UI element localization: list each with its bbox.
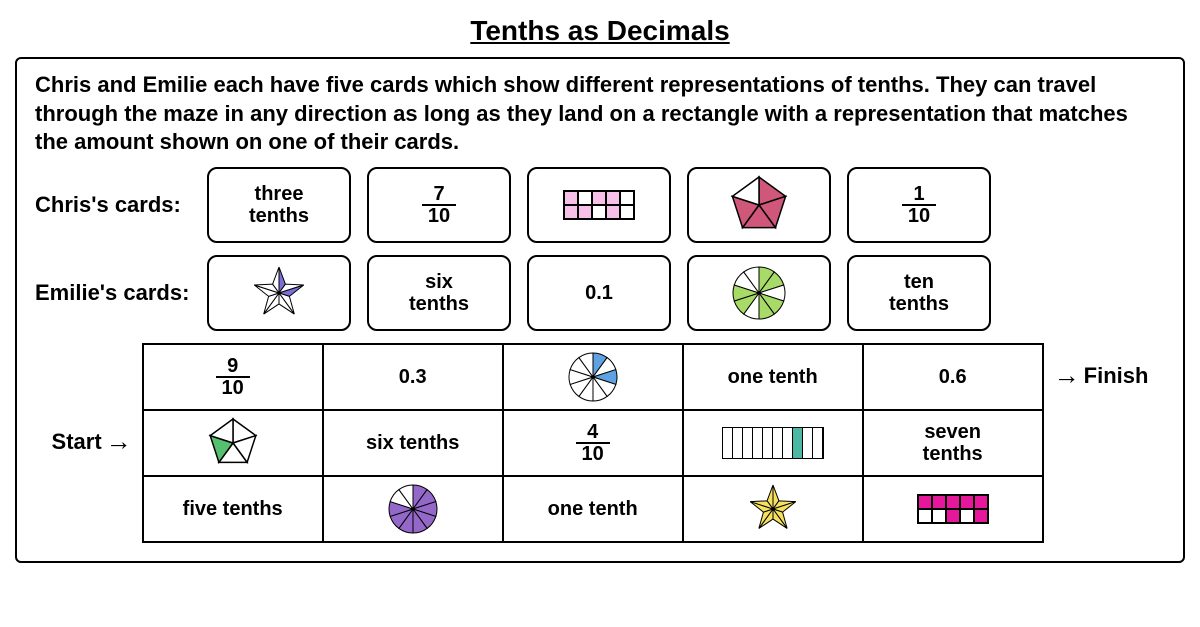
fraction: 410 xyxy=(576,422,610,464)
start-label: Start→ xyxy=(52,409,136,475)
maze-layout: Start→ 9100.3one tenth0.6six tenths410se… xyxy=(35,343,1165,543)
maze-cell-0-2 xyxy=(504,345,684,411)
chris-card-1: 710 xyxy=(367,167,511,243)
chris-cards-row: Chris's cards: threetenths 710 110 xyxy=(35,167,1165,243)
maze-cell-0-0: 910 xyxy=(144,345,324,411)
maze-grid: 9100.3one tenth0.6six tenths410seventent… xyxy=(142,343,1044,543)
maze-cell-2-1 xyxy=(324,477,504,543)
star-icon xyxy=(250,264,308,322)
maze-cell-2-4 xyxy=(864,477,1044,543)
arrow-right-icon: → xyxy=(1050,360,1084,391)
fraction: 910 xyxy=(216,356,250,398)
maze-cell-1-3 xyxy=(684,411,864,477)
maze-cell-1-4: seventenths xyxy=(864,411,1044,477)
maze-cell-1-1: six tenths xyxy=(324,411,504,477)
chris-card-4: 110 xyxy=(847,167,991,243)
emilie-card-4: tentenths xyxy=(847,255,991,331)
maze-cell-2-3 xyxy=(684,477,864,543)
finish-label: →Finish xyxy=(1050,343,1149,409)
pentagon-icon xyxy=(728,174,790,236)
fraction: 110 xyxy=(902,184,936,226)
page-title: Tenths as Decimals xyxy=(15,15,1185,47)
maze-cell-1-2: 410 xyxy=(504,411,684,477)
maze-cell-0-1: 0.3 xyxy=(324,345,504,411)
wheel-icon xyxy=(567,351,619,403)
instructions-text: Chris and Emilie each have five cards wh… xyxy=(35,71,1165,157)
maze-cell-0-4: 0.6 xyxy=(864,345,1044,411)
maze-cell-1-0 xyxy=(144,411,324,477)
maze-cell-2-2: one tenth xyxy=(504,477,684,543)
worksheet-frame: Chris and Emilie each have five cards wh… xyxy=(15,57,1185,563)
emilie-card-0 xyxy=(207,255,351,331)
chris-label: Chris's cards: xyxy=(35,192,195,218)
chris-card-2 xyxy=(527,167,671,243)
emilie-card-3 xyxy=(687,255,831,331)
chris-card-0: threetenths xyxy=(207,167,351,243)
chris-card-3 xyxy=(687,167,831,243)
ten-bar-icon xyxy=(722,427,824,459)
maze-cell-0-3: one tenth xyxy=(684,345,864,411)
ten-frame-icon xyxy=(563,190,635,220)
emilie-card-1: sixtenths xyxy=(367,255,511,331)
wheel-icon xyxy=(731,265,787,321)
arrow-right-icon: → xyxy=(102,426,136,457)
pentagon-icon xyxy=(206,416,260,470)
star-icon xyxy=(746,482,800,536)
emilie-card-2: 0.1 xyxy=(527,255,671,331)
emilie-cards-row: Emilie's cards: sixtenths0.1 tentenths xyxy=(35,255,1165,331)
maze-cell-2-0: five tenths xyxy=(144,477,324,543)
ten-frame-icon xyxy=(917,494,989,524)
emilie-label: Emilie's cards: xyxy=(35,280,195,306)
fraction: 710 xyxy=(422,184,456,226)
wheel-icon xyxy=(387,483,439,535)
